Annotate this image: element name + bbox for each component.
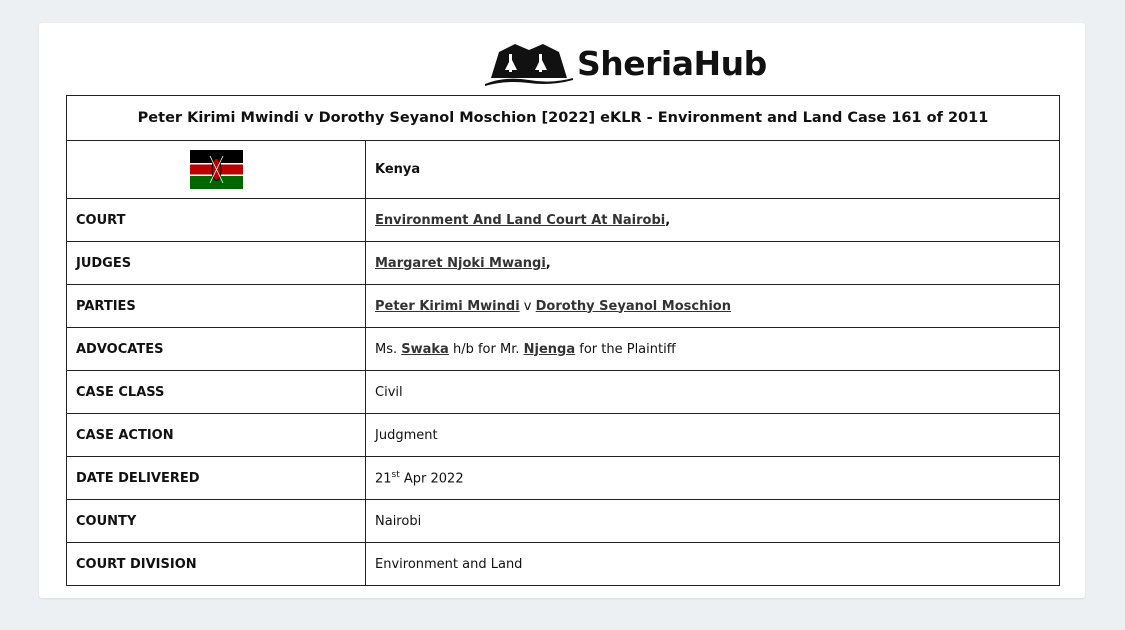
judges-suffix: , xyxy=(545,255,551,271)
parties-label: PARTIES xyxy=(66,284,366,328)
case-class-label: CASE CLASS xyxy=(66,370,366,414)
scales-building-icon xyxy=(485,44,573,86)
judge-link[interactable]: Margaret Njoki Mwangi xyxy=(375,255,546,271)
date-delivered-value: 21st Apr 2022 xyxy=(365,456,1060,500)
court-label: COURT xyxy=(66,198,366,242)
sheriahub-logo[interactable]: SheriaHub xyxy=(485,40,767,86)
case-details-table: Peter Kirimi Mwindi v Dorothy Seyanol Mo… xyxy=(66,95,1060,586)
brand-name: SheriaHub xyxy=(577,43,767,83)
adv-text-2: h/b for Mr. xyxy=(448,341,524,357)
court-division-value: Environment and Land xyxy=(365,542,1060,586)
judges-label: JUDGES xyxy=(66,241,366,285)
case-title: Peter Kirimi Mwindi v Dorothy Seyanol Mo… xyxy=(66,95,1060,141)
country-name: Kenya xyxy=(365,140,1060,199)
adv-text-3: for the Plaintiff xyxy=(575,341,676,357)
advocates-value: Ms. Swaka h/b for Mr. Njenga for the Pla… xyxy=(365,327,1060,371)
party1-link[interactable]: Peter Kirimi Mwindi xyxy=(375,298,520,314)
advocates-label: ADVOCATES xyxy=(66,327,366,371)
kenya-flag-icon xyxy=(189,150,243,189)
case-action-label: CASE ACTION xyxy=(66,413,366,457)
judges-value: Margaret Njoki Mwangi, xyxy=(365,241,1060,285)
parties-value: Peter Kirimi Mwindi v Dorothy Seyanol Mo… xyxy=(365,284,1060,328)
date-day: 21 xyxy=(375,471,392,487)
party2-link[interactable]: Dorothy Seyanol Moschion xyxy=(535,298,731,314)
versus-text: v xyxy=(519,298,536,314)
adv-text-1: Ms. xyxy=(375,341,402,357)
advocate-link-1[interactable]: Swaka xyxy=(401,341,449,357)
case-class-value: Civil xyxy=(365,370,1060,414)
date-rest: Apr 2022 xyxy=(399,471,464,487)
date-delivered-label: DATE DELIVERED xyxy=(66,456,366,500)
county-value: Nairobi xyxy=(365,499,1060,543)
date-suffix: st xyxy=(391,469,400,480)
flag-cell xyxy=(66,140,366,199)
court-value: Environment And Land Court At Nairobi, xyxy=(365,198,1060,242)
advocate-link-2[interactable]: Njenga xyxy=(523,341,576,357)
court-division-label: COURT DIVISION xyxy=(66,542,366,586)
case-action-value: Judgment xyxy=(365,413,1060,457)
county-label: COUNTY xyxy=(66,499,366,543)
court-suffix: , xyxy=(665,212,671,228)
court-link[interactable]: Environment And Land Court At Nairobi xyxy=(375,212,666,228)
